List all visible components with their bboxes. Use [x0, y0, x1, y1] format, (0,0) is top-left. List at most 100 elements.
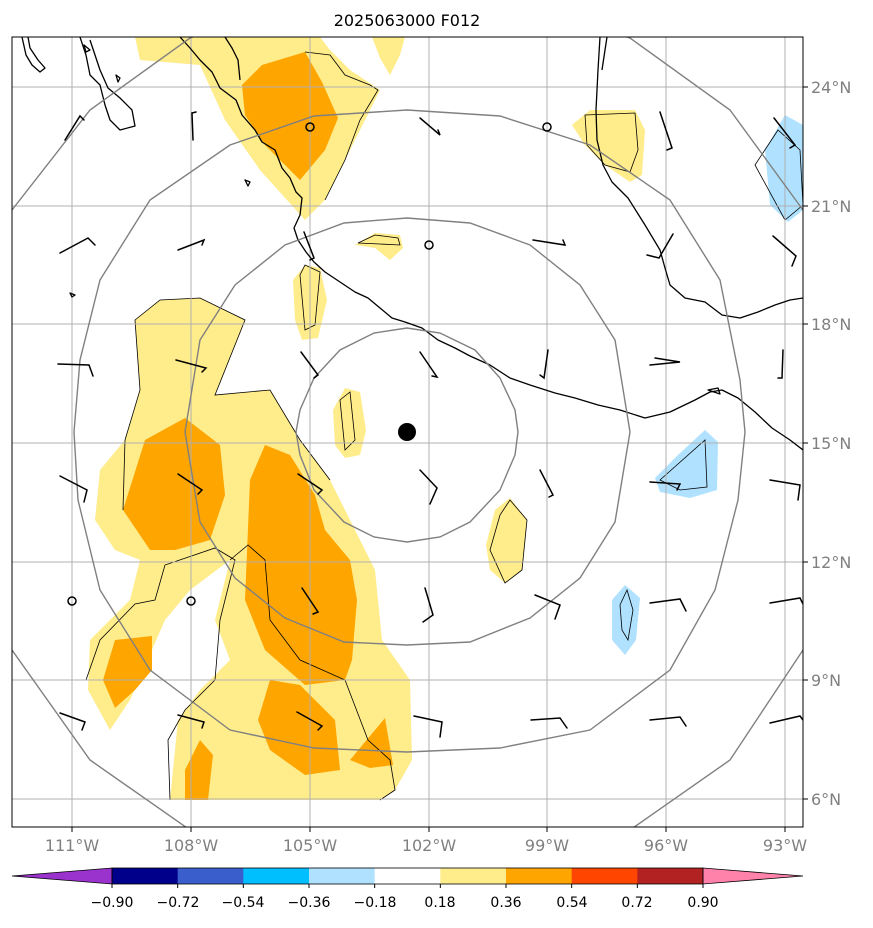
orange-area-north	[242, 52, 338, 180]
wind-barb	[772, 235, 797, 267]
calm-circle	[186, 596, 196, 606]
colorbar-tick-label: −0.72	[157, 895, 200, 911]
wind-barb	[419, 351, 439, 379]
lat-label: 15°N	[811, 434, 851, 453]
yellow-area-gulf	[572, 110, 645, 182]
colorbar-segment	[637, 868, 704, 884]
contour-line-k	[619, 588, 634, 642]
colorbar-segment	[374, 868, 441, 884]
colorbar-segment	[571, 868, 638, 884]
wind-barb	[534, 594, 561, 620]
lon-label: 108°W	[164, 836, 219, 855]
calm-circle	[305, 122, 315, 132]
wind-barb	[57, 363, 94, 377]
wind-barb	[177, 238, 206, 251]
coastline-small-6	[707, 387, 721, 395]
coastline-small-2	[83, 44, 91, 53]
wind-barb	[539, 349, 549, 380]
colorbar-segments	[12, 868, 803, 884]
lat-label: 9°N	[811, 671, 841, 690]
coastline-gulf-mexico	[595, 37, 803, 319]
coastline-baja	[21, 37, 46, 73]
lat-ticks	[803, 86, 808, 800]
wind-barb	[777, 349, 784, 379]
range-ring-1	[295, 327, 519, 543]
wind-barb	[297, 473, 324, 495]
contour-outlines	[85, 51, 803, 801]
yellow-area-15n	[333, 388, 366, 458]
lon-label: 102°W	[402, 836, 457, 855]
wind-barb	[64, 114, 85, 141]
wind-barb	[191, 111, 197, 141]
colorbar-segment	[177, 868, 244, 884]
lat-label: 21°N	[811, 197, 851, 216]
wind-barb	[422, 587, 434, 623]
colorbar-ticks	[111, 884, 704, 888]
wind-barb	[59, 237, 96, 254]
blue-area-15n	[655, 430, 718, 498]
colorbar-tick-label: 0.36	[490, 895, 521, 911]
wind-barb	[59, 712, 86, 731]
wind-barb	[773, 117, 797, 149]
contour-line-d	[229, 544, 396, 801]
coastline-small-3	[115, 74, 121, 83]
wind-barb	[530, 717, 568, 729]
wind-barb	[649, 357, 681, 366]
lon-ticks	[71, 827, 786, 832]
wind-barb	[649, 598, 687, 612]
colorbar-tick-label: −0.90	[91, 895, 134, 911]
lon-label: 111°W	[45, 836, 100, 855]
colorbar-segment	[309, 868, 376, 884]
lat-label: 24°N	[811, 78, 851, 97]
colorbar-tick-label: 0.72	[621, 895, 652, 911]
lon-label: 93°W	[763, 836, 807, 855]
coastline-east-inner	[601, 37, 608, 71]
wind-barb	[301, 587, 320, 615]
lat-label: 12°N	[811, 553, 851, 572]
negative-anomaly-areas	[612, 115, 803, 655]
coastline-small-4	[244, 179, 251, 187]
contour-line-b	[122, 439, 126, 511]
wind-barb	[419, 117, 441, 136]
wind-barb	[769, 597, 803, 605]
storm-center-marker	[398, 423, 416, 441]
lon-label: 99°W	[525, 836, 569, 855]
colorbar: −0.90 −0.72 −0.54 −0.36 −0.18 0.18 0.36 …	[11, 867, 804, 911]
colorbar-tick-label: 0.54	[556, 895, 587, 911]
colorbar-tick-label: −0.18	[354, 895, 397, 911]
lat-label: 18°N	[811, 315, 851, 334]
orange-area-central	[245, 445, 357, 685]
wind-barb	[769, 479, 801, 501]
contour-line-c	[85, 547, 236, 801]
colorbar-tick-label: 0.18	[424, 895, 455, 911]
colorbar-segment	[440, 868, 507, 884]
coastline-small-1	[224, 37, 241, 81]
colorbar-segment	[703, 868, 803, 884]
orange-area-south-1	[258, 680, 340, 775]
wind-barb	[659, 111, 673, 151]
colorbar-tick-label: 0.90	[687, 895, 718, 911]
contour-line-j	[659, 439, 708, 491]
gridlines	[12, 37, 803, 827]
wind-barb	[769, 715, 803, 724]
coastline-small-5	[69, 292, 76, 298]
calm-circle	[424, 240, 434, 250]
wind-barb	[649, 481, 682, 491]
wind-barbs	[57, 111, 803, 738]
yellow-area-small-20n	[355, 233, 403, 260]
yellow-area-13n	[486, 498, 527, 583]
colorbar-segment	[506, 868, 573, 884]
lat-labels: 24°N 21°N 18°N 15°N 12°N 9°N 6°N	[811, 78, 851, 809]
orange-area-small-south	[185, 740, 213, 800]
coastline-mainland-west	[179, 37, 803, 451]
wind-barb	[419, 469, 438, 505]
contour-line-h	[339, 391, 356, 451]
range-rings	[12, 37, 803, 827]
wind-barb	[177, 714, 205, 729]
wind-barb	[59, 475, 88, 503]
wind-barb	[646, 233, 674, 259]
lon-label: 96°W	[644, 836, 688, 855]
contour-line-g	[299, 264, 321, 331]
contour-line-i	[489, 499, 528, 584]
